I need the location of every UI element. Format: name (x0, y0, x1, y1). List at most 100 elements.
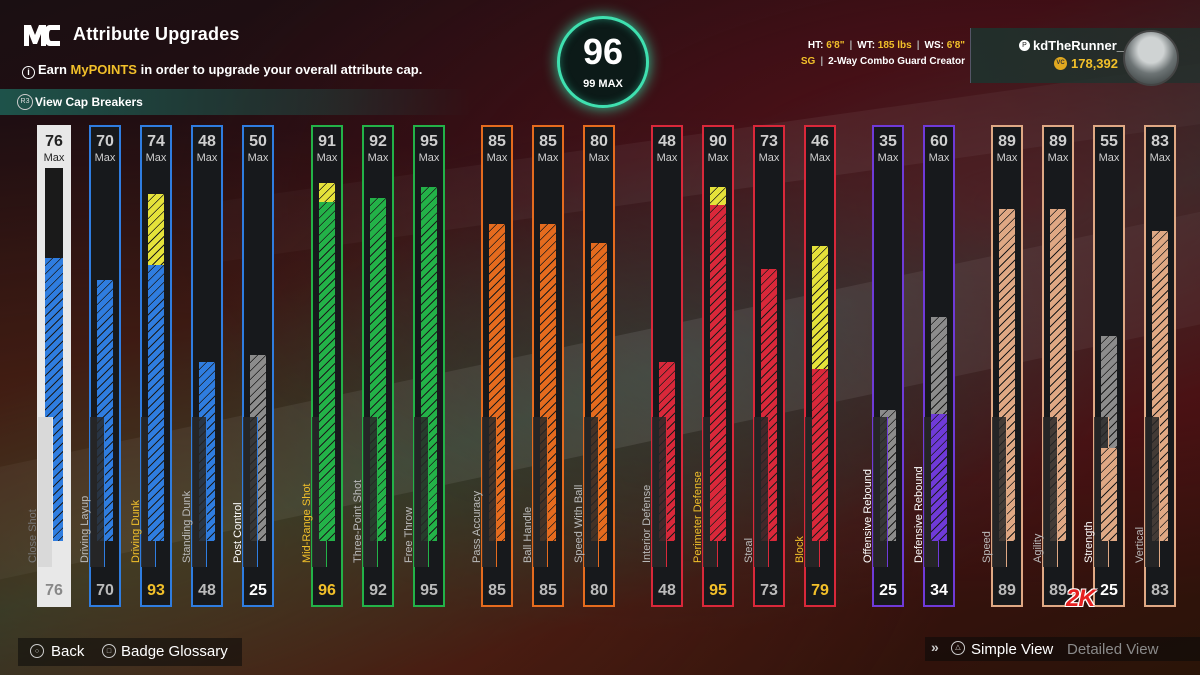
attribute-current-value: 73 (760, 582, 778, 599)
attribute-max-value: 85 (539, 133, 557, 150)
attribute-current-value: 25 (879, 582, 897, 599)
attribute-bar-driving-layup[interactable]: 70 Max Driving Layup 70 (79, 125, 121, 607)
attribute-name: Driving Dunk (130, 500, 142, 563)
badge-glossary-button[interactable]: Badge Glossary (121, 643, 228, 660)
back-button[interactable]: Back (51, 643, 85, 660)
position-value: SG (800, 56, 816, 67)
attribute-current-value: 95 (420, 582, 438, 599)
attribute-bar-speed[interactable]: 89 Max Speed 89 (981, 125, 1023, 607)
attribute-name: Free Throw (403, 506, 415, 563)
overall-rating: 96 (582, 31, 624, 72)
attribute-bar-close-shot[interactable]: 76 Max Close Shot 76 (27, 125, 71, 607)
attribute-name: Vertical (1134, 526, 1146, 563)
attribute-max-value: 74 (147, 133, 165, 150)
page-title: Attribute Upgrades (73, 24, 240, 44)
footer-controls: ○ Back □ Badge Glossary (18, 638, 242, 666)
attribute-bar-post-control[interactable]: 50 Max Post Control 25 (232, 125, 274, 607)
attribute-bar-block[interactable]: 46 Max Block 79 (794, 125, 836, 607)
attribute-name: Pass Accuracy (471, 490, 483, 563)
attribute-name-tab: Offensive Rebound (862, 417, 888, 567)
attribute-fill (319, 201, 335, 541)
attribute-name: Strength (1083, 521, 1095, 563)
attribute-name-tab: Standing Dunk (181, 417, 207, 567)
mycareer-logo (22, 22, 62, 48)
max-label: Max (43, 152, 65, 164)
attribute-current-value: 85 (488, 582, 506, 599)
attribute-max-value: 60 (930, 133, 948, 150)
attribute-name: Ball Handle (522, 506, 534, 563)
attribute-max-value: 48 (658, 133, 676, 150)
attribute-name-tab: Steal (743, 417, 769, 567)
attribute-current-value: 83 (1151, 582, 1169, 599)
attribute-current-value: 48 (658, 582, 676, 599)
circle-button-icon: ○ (30, 644, 44, 658)
attribute-max-value: 35 (879, 133, 897, 150)
detailed-view-tab[interactable]: Detailed View (1067, 641, 1159, 658)
attribute-bar-free-throw[interactable]: 95 Max Free Throw 95 (403, 125, 445, 607)
cap-breakers-label: View Cap Breakers (35, 95, 143, 109)
username: kdTheRunner_ (1033, 38, 1125, 53)
attribute-bar-standing-dunk[interactable]: 48 Max Standing Dunk 48 (181, 125, 223, 607)
attribute-bar-pass-accuracy[interactable]: 85 Max Pass Accuracy 85 (471, 125, 513, 607)
attribute-max-value: 80 (590, 133, 608, 150)
max-label: Max (247, 152, 269, 164)
attribute-name: Agility (1032, 533, 1044, 563)
attribute-name-tab: Close Shot (27, 417, 53, 567)
attribute-bar-driving-dunk[interactable]: 74 Max Driving Dunk 93 (130, 125, 172, 607)
max-label: Max (145, 152, 167, 164)
attribute-max-value: 46 (811, 133, 829, 150)
attribute-name: Speed With Ball (573, 484, 585, 563)
attribute-bar-offensive-rebound[interactable]: 35 Max Offensive Rebound 25 (862, 125, 904, 607)
attribute-max-value: 89 (998, 133, 1016, 150)
attribute-track (1101, 168, 1117, 541)
height-value: 6'8" (826, 40, 845, 51)
attribute-bar-steal[interactable]: 73 Max Steal 73 (743, 125, 785, 607)
attribute-fill (1101, 447, 1117, 541)
attribute-max-value: 85 (488, 133, 506, 150)
attribute-name-tab: Speed With Ball (573, 417, 599, 567)
attribute-name: Perimeter Defense (692, 471, 704, 563)
attribute-current-value: 96 (318, 582, 336, 599)
attribute-max-value: 70 (96, 133, 114, 150)
attribute-current-value: 76 (45, 582, 63, 599)
attribute-bar-defensive-rebound[interactable]: 60 Max Defensive Rebound 34 (913, 125, 955, 607)
attribute-bar-perimeter-defense[interactable]: 90 Max Perimeter Defense 95 (692, 125, 734, 607)
view-cap-breakers-button[interactable]: R3 View Cap Breakers (0, 89, 470, 115)
attribute-max-value: 95 (420, 133, 438, 150)
attribute-name-tab: Interior Defense (641, 417, 667, 567)
attribute-max-value: 50 (249, 133, 267, 150)
attribute-max-value: 92 (369, 133, 387, 150)
attribute-track (710, 168, 726, 541)
max-label: Max (588, 152, 610, 164)
attribute-fill (710, 205, 726, 541)
attribute-current-value: 95 (709, 582, 727, 599)
player-card: P kdTheRunner_ VC 178,392 (970, 28, 1200, 86)
simple-view-tab[interactable]: Simple View (971, 641, 1054, 658)
attribute-name: Defensive Rebound (913, 466, 925, 563)
square-button-icon: □ (102, 644, 116, 658)
build-name: 2-Way Combo Guard Creator (828, 56, 965, 67)
attribute-current-value: 25 (249, 582, 267, 599)
attribute-bar-mid-range-shot[interactable]: 91 Max Mid-Range Shot 96 (301, 125, 343, 607)
attribute-max-value: 91 (318, 133, 336, 150)
attribute-bar-vertical[interactable]: 83 Max Vertical 83 (1134, 125, 1176, 607)
attribute-bar-speed-with-ball[interactable]: 80 Max Speed With Ball 80 (573, 125, 615, 607)
attribute-bar-interior-defense[interactable]: 48 Max Interior Defense 48 (641, 125, 683, 607)
attribute-name-tab: Three-Point Shot (352, 417, 378, 567)
attribute-bar-agility[interactable]: 89 Max Agility 89 (1032, 125, 1074, 607)
attribute-current-value: 92 (369, 582, 387, 599)
attribute-name-tab: Vertical (1134, 417, 1160, 567)
vc-balance: 178,392 (1071, 56, 1118, 71)
attribute-max-value: 89 (1049, 133, 1067, 150)
attribute-name-tab: Pass Accuracy (471, 417, 497, 567)
vc-coin-icon: VC (1054, 57, 1067, 70)
attribute-track (148, 168, 164, 541)
max-label: Max (94, 152, 116, 164)
attribute-fill (148, 264, 164, 541)
attribute-name: Offensive Rebound (862, 469, 874, 563)
attribute-bar-ball-handle[interactable]: 85 Max Ball Handle 85 (522, 125, 564, 607)
attribute-max-value: 76 (45, 133, 63, 150)
attribute-bar-three-point-shot[interactable]: 92 Max Three-Point Shot 92 (352, 125, 394, 607)
attribute-bar-strength[interactable]: 55 Max Strength 25 (1083, 125, 1125, 607)
attribute-current-value: 85 (539, 582, 557, 599)
